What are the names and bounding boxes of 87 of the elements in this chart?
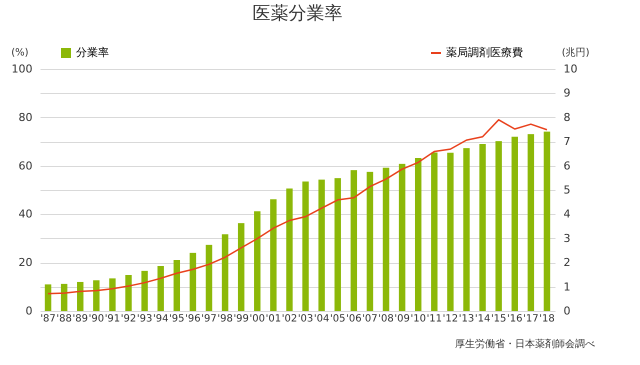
- x-tick-label: '03: [298, 314, 314, 324]
- bar: [238, 223, 244, 311]
- text: 厚生労働省・日本薬剤師会調べ: [455, 338, 595, 350]
- x-tick-label: '98: [217, 314, 233, 324]
- bar: [270, 199, 277, 311]
- bar: [495, 141, 502, 311]
- x-tick-label: '08: [378, 314, 394, 324]
- y2-axis-title: (兆円): [562, 46, 590, 58]
- y2-tick-label: 0: [564, 304, 570, 318]
- x-tick-label: '02: [282, 314, 298, 324]
- y-tick-label: 0: [26, 304, 32, 318]
- legend-label: 薬局調剤医療費: [446, 46, 523, 59]
- x-tick-label: '00: [250, 314, 266, 324]
- x-tick-label: '96: [185, 314, 201, 324]
- x-tick-label: '06: [346, 314, 362, 324]
- x-tick-label: '15: [490, 314, 506, 324]
- bar: [254, 211, 260, 311]
- x-tick-label: '16: [507, 314, 523, 324]
- bar: [350, 170, 358, 311]
- chart-title: 医薬分業率: [252, 3, 342, 24]
- y-axis-title: (%): [11, 48, 29, 58]
- bar: [382, 168, 390, 311]
- x-tick-label: '88: [56, 314, 72, 324]
- y2-tick-label: 9: [564, 86, 570, 100]
- bar: [302, 182, 309, 311]
- x-tick-label: '12: [442, 314, 458, 324]
- bar: [286, 188, 293, 311]
- bar: [190, 252, 196, 311]
- x-tick-label: '91: [104, 314, 120, 324]
- x-tick-label: '11: [426, 314, 442, 324]
- x-tick-label: '90: [88, 314, 104, 324]
- bar: [528, 134, 534, 311]
- bar: [318, 180, 325, 311]
- bar: [366, 172, 374, 311]
- x-tick-label: '05: [330, 314, 346, 324]
- bar: [222, 234, 228, 311]
- x-tick-label: '87: [40, 314, 56, 324]
- x-tick-label: '04: [314, 314, 330, 324]
- bar: [109, 278, 116, 311]
- bar: [206, 244, 212, 311]
- y-tick-label: 80: [18, 110, 32, 124]
- y-tick-label: 100: [12, 62, 32, 76]
- x-tick-label: '01: [266, 314, 282, 324]
- bar: [60, 284, 68, 311]
- x-tick-label: '14: [474, 314, 490, 324]
- y2-tick-label: 10: [564, 62, 578, 76]
- y-tick-label: 60: [18, 159, 32, 172]
- bar: [447, 152, 454, 311]
- bar: [334, 178, 341, 311]
- x-tick-label: '10: [410, 314, 426, 324]
- bar: [414, 158, 422, 311]
- bar: [463, 148, 470, 311]
- bar: [93, 280, 100, 311]
- x-tick-label: '97: [201, 314, 217, 324]
- y2-tick-label: 4: [564, 208, 570, 221]
- bar: [512, 136, 518, 311]
- y2-tick-label: 6: [564, 159, 570, 172]
- x-tick-label: '93: [136, 314, 152, 324]
- x-tick-label: '07: [362, 314, 378, 324]
- line-series: [47, 119, 548, 294]
- x-tick-label: '99: [233, 314, 249, 324]
- y2-tick-label: 2: [564, 256, 570, 270]
- bar: [44, 284, 52, 311]
- bar: [174, 260, 180, 311]
- x-tick-label: '17: [523, 314, 539, 324]
- bar: [544, 132, 550, 311]
- legend-label: 分業率: [76, 46, 109, 59]
- bar: [431, 152, 438, 311]
- bar: [479, 144, 486, 311]
- x-tick-label: '09: [394, 314, 410, 324]
- bar: [157, 266, 164, 311]
- x-tick-label: '94: [152, 314, 168, 324]
- y2-tick-label: 3: [564, 232, 570, 245]
- y2-tick-label: 8: [564, 110, 570, 124]
- bar: [77, 282, 84, 311]
- x-tick-label: '92: [120, 314, 136, 324]
- x-tick-label: '89: [72, 314, 88, 324]
- y-tick-label: 20: [18, 256, 32, 270]
- y-tick-label: 40: [18, 208, 32, 221]
- x-tick-label: '18: [539, 314, 555, 324]
- bar: [398, 164, 406, 311]
- y2-tick-label: 7: [564, 135, 570, 148]
- x-tick-label: '95: [169, 314, 185, 324]
- y2-tick-label: 1: [564, 280, 570, 294]
- bar: [141, 270, 148, 311]
- x-tick-label: '13: [458, 314, 474, 324]
- y2-tick-label: 5: [564, 184, 570, 196]
